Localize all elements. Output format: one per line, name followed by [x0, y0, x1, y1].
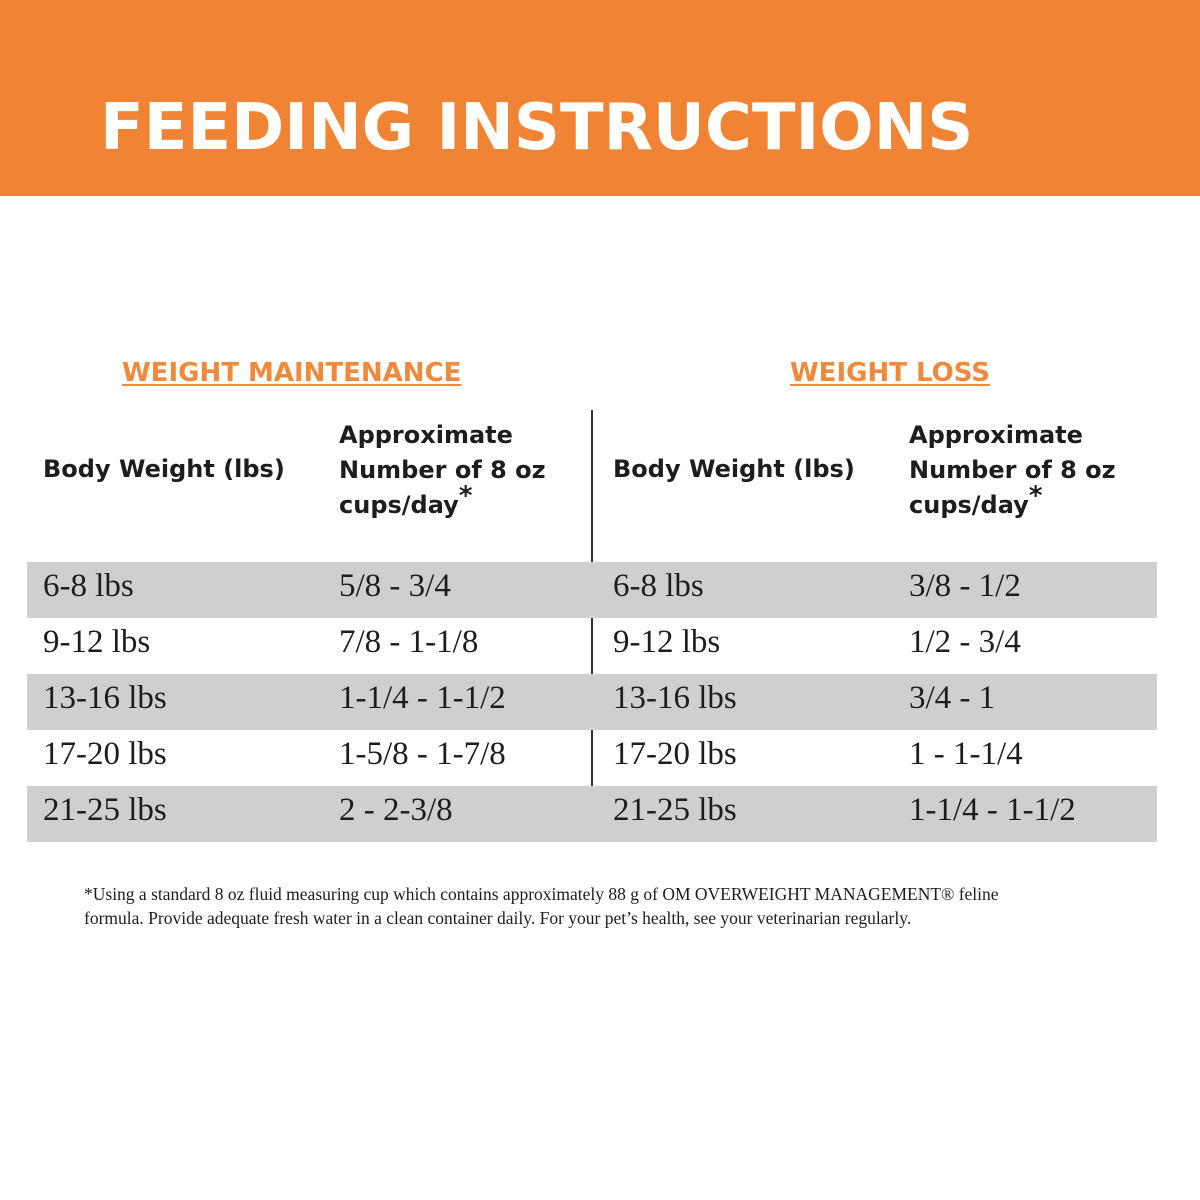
section-title-weight-loss: WEIGHT LOSS	[790, 358, 991, 388]
table-row: 17-20 lbs 1-5/8 - 1-7/8 17-20 lbs 1 - 1-…	[27, 730, 1157, 786]
maintenance-cups-header-text: Approximate Number of 8 oz cups/day	[339, 421, 546, 519]
maintenance-weight-cell: 6-8 lbs	[43, 568, 134, 604]
loss-cups-cell: 1/2 - 3/4	[909, 624, 1021, 660]
loss-cups-cell: 1-1/4 - 1-1/2	[909, 792, 1076, 828]
maintenance-cups-cell: 1-1/4 - 1-1/2	[339, 680, 506, 716]
loss-weight-cell: 9-12 lbs	[613, 624, 721, 660]
maintenance-weight-cell: 13-16 lbs	[43, 680, 167, 716]
maintenance-weight-cell: 17-20 lbs	[43, 736, 167, 772]
loss-cups-header: Approximate Number of 8 oz cups/day*	[909, 418, 1149, 523]
maintenance-cups-cell: 1-5/8 - 1-7/8	[339, 736, 506, 772]
section-title-weight-maintenance: WEIGHT MAINTENANCE	[122, 358, 462, 388]
feeding-table: 6-8 lbs 5/8 - 3/4 6-8 lbs 3/8 - 1/2 9-12…	[27, 562, 1157, 842]
loss-weight-cell: 21-25 lbs	[613, 792, 737, 828]
loss-cups-cell: 3/4 - 1	[909, 680, 996, 716]
loss-weight-cell: 6-8 lbs	[613, 568, 704, 604]
maintenance-weight-cell: 9-12 lbs	[43, 624, 151, 660]
maintenance-cups-cell: 7/8 - 1-1/8	[339, 624, 479, 660]
maintenance-cups-cell: 5/8 - 3/4	[339, 568, 451, 604]
loss-weight-cell: 13-16 lbs	[613, 680, 737, 716]
footnote-line: *Using a standard 8 oz fluid measuring c…	[84, 884, 999, 904]
header-banner: FEEDING INSTRUCTIONS	[0, 0, 1200, 196]
maintenance-weight-cell: 21-25 lbs	[43, 792, 167, 828]
table-row: 21-25 lbs 2 - 2-3/8 21-25 lbs 1-1/4 - 1-…	[27, 786, 1157, 842]
table-row: 13-16 lbs 1-1/4 - 1-1/2 13-16 lbs 3/4 - …	[27, 674, 1157, 730]
loss-cups-cell: 3/8 - 1/2	[909, 568, 1021, 604]
footnote-marker: *	[1028, 481, 1043, 511]
maintenance-cups-header: Approximate Number of 8 oz cups/day*	[339, 418, 579, 523]
footnote: *Using a standard 8 oz fluid measuring c…	[84, 882, 1124, 930]
column-divider	[591, 410, 593, 838]
maintenance-body-weight-header: Body Weight (lbs)	[43, 455, 285, 483]
footnote-line: formula. Provide adequate fresh water in…	[84, 908, 912, 928]
table-row: 6-8 lbs 5/8 - 3/4 6-8 lbs 3/8 - 1/2	[27, 562, 1157, 618]
loss-body-weight-header: Body Weight (lbs)	[613, 455, 855, 483]
table-row: 9-12 lbs 7/8 - 1-1/8 9-12 lbs 1/2 - 3/4	[27, 618, 1157, 674]
loss-cups-cell: 1 - 1-1/4	[909, 736, 1023, 772]
loss-weight-cell: 17-20 lbs	[613, 736, 737, 772]
page-title: FEEDING INSTRUCTIONS	[100, 91, 974, 165]
maintenance-cups-cell: 2 - 2-3/8	[339, 792, 453, 828]
loss-cups-header-text: Approximate Number of 8 oz cups/day	[909, 421, 1116, 519]
footnote-marker: *	[458, 481, 473, 511]
